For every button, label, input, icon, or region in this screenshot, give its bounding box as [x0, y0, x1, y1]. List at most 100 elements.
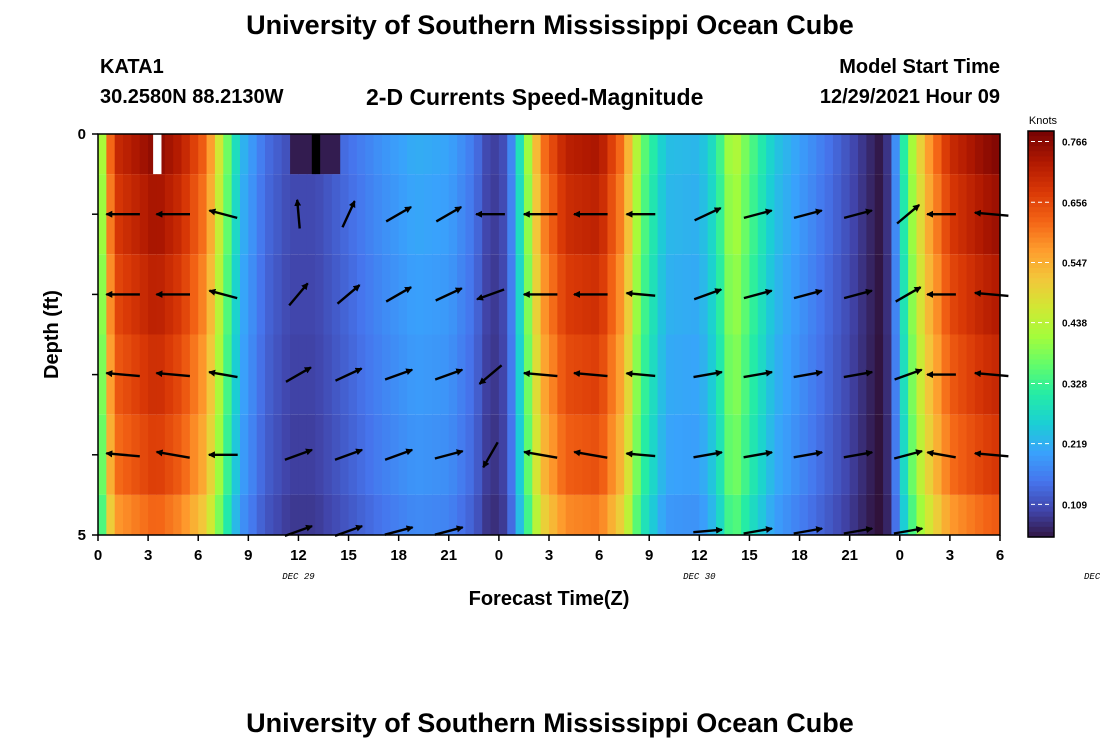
colorbar-swatch: [1028, 146, 1054, 152]
heatmap-cell: [983, 494, 993, 535]
heatmap-cell: [816, 334, 826, 415]
colorbar-swatch: [1028, 384, 1054, 391]
colorbar-swatch: [1028, 516, 1054, 523]
heatmap-cell: [139, 334, 149, 415]
current-vector-arrow: [434, 368, 464, 381]
heatmap-cell: [874, 334, 884, 415]
heatmap-cell: [398, 134, 408, 175]
heatmap-cell: [665, 494, 675, 535]
heatmap-cell: [624, 494, 634, 535]
heatmap-cell: [523, 494, 533, 535]
heatmap-cell: [148, 254, 158, 335]
heatmap-cell: [490, 334, 500, 415]
heatmap-cell: [540, 134, 550, 175]
colorbar-swatch: [1028, 460, 1054, 467]
heatmap-cell: [782, 414, 792, 495]
heatmap-cell: [816, 134, 826, 175]
heatmap-cell: [273, 134, 283, 175]
heatmap-cell: [949, 494, 959, 535]
heatmap-cell: [415, 134, 425, 175]
heatmap-cell: [699, 134, 709, 175]
heatmap-cell: [198, 334, 208, 415]
heatmap-cell: [323, 254, 333, 335]
heatmap-cell: [148, 334, 158, 415]
current-vector-arrow: [793, 369, 824, 379]
heatmap-cell: [599, 134, 609, 175]
heatmap-cell: [891, 494, 901, 535]
heatmap-cell: [365, 254, 375, 335]
heatmap-cell: [824, 414, 834, 495]
heatmap-cell: [565, 174, 575, 255]
heatmap-cell: [415, 174, 425, 255]
heatmap-cell: [615, 174, 625, 255]
heatmap-cell: [682, 414, 692, 495]
heatmap-cell: [732, 134, 742, 175]
heatmap-cell: [657, 494, 667, 535]
heatmap-cell: [290, 334, 300, 415]
heatmap-cell: [632, 134, 642, 175]
current-vectors: [105, 198, 1009, 538]
heatmap-cell: [816, 414, 826, 495]
heatmap-cell: [657, 334, 667, 415]
colorbar-frame: [1027, 130, 1055, 538]
heatmap-cell: [665, 174, 675, 255]
heatmap-cell: [732, 254, 742, 335]
heatmap-cell: [381, 334, 391, 415]
heatmap-cell: [607, 494, 617, 535]
heatmap-cell: [716, 134, 725, 175]
heatmap-cell: [690, 414, 700, 495]
current-vector-arrow: [894, 368, 923, 381]
heatmap-cell: [908, 494, 918, 535]
heatmap-cell: [749, 134, 759, 175]
heatmap-cell: [841, 174, 851, 255]
colorbar-swatch: [1028, 465, 1054, 472]
current-vector-arrow: [973, 289, 1009, 298]
current-vector-arrow: [793, 526, 824, 535]
heatmap-anomaly-cell: [153, 134, 162, 175]
heatmap-cell: [214, 494, 224, 535]
heatmap-cell: [365, 414, 375, 495]
heatmap-cell: [966, 174, 976, 255]
heatmap-cell: [473, 134, 483, 175]
current-vector-arrow: [743, 288, 773, 300]
heatmap-cell: [966, 254, 976, 335]
heatmap-cell: [181, 494, 191, 535]
current-vector-arrow: [523, 449, 558, 459]
current-vector-arrow: [435, 287, 463, 302]
heatmap-cell: [866, 414, 876, 495]
heatmap-cell: [306, 174, 316, 255]
heatmap-cell: [883, 254, 893, 335]
heatmap-cell: [340, 174, 350, 255]
colorbar-swatch: [1028, 430, 1054, 437]
heatmap-cell: [373, 134, 383, 175]
heatmap-cell: [832, 414, 842, 495]
current-vector-arrow: [334, 448, 364, 461]
colorbar-swatch: [1028, 445, 1054, 452]
heatmap-cell: [440, 254, 450, 335]
heatmap-cell: [924, 494, 934, 535]
current-vector-arrow: [973, 450, 1009, 458]
current-vector-arrow: [384, 525, 414, 536]
heatmap-cell: [782, 134, 792, 175]
colorbar-tick-label: 0.219: [1062, 440, 1087, 451]
x-tick-label: 6: [996, 547, 1004, 564]
current-vector-arrow: [895, 286, 922, 303]
heatmap-cell: [198, 254, 208, 335]
heatmap-cell: [407, 334, 416, 415]
heatmap-cell: [782, 174, 792, 255]
heatmap-cell: [557, 494, 567, 535]
colorbar: Knots 0.766 0.656 0.547 0.438 0.328 0.219 0.109: [1027, 115, 1087, 538]
x-tick-label: 12: [290, 547, 307, 564]
colorbar-tick-label: 0.766: [1062, 137, 1087, 148]
heatmap-cell: [415, 494, 425, 535]
colorbar-swatch: [1028, 278, 1054, 284]
heatmap-cell: [908, 134, 918, 175]
heatmap-cell: [473, 414, 483, 495]
heatmap-cell: [665, 254, 675, 335]
current-vector-arrow: [896, 203, 920, 225]
heatmap-cell: [156, 494, 166, 535]
current-vector-arrow: [573, 449, 608, 459]
heatmap-cell: [707, 174, 717, 255]
heatmap-cell: [231, 494, 241, 535]
heatmap-cell: [440, 494, 450, 535]
